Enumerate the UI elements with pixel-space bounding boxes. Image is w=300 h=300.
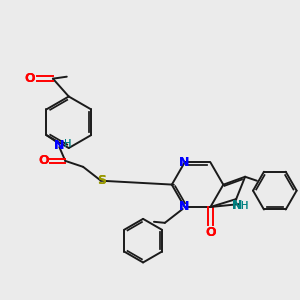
Text: S: S [98, 174, 106, 187]
Text: N: N [54, 139, 64, 152]
Text: H: H [242, 201, 249, 211]
Text: N: N [178, 156, 189, 169]
Text: N: N [54, 139, 64, 152]
Text: N: N [232, 199, 242, 212]
Text: O: O [38, 154, 49, 167]
Text: N: N [178, 200, 189, 214]
Text: N: N [178, 156, 189, 169]
Text: N: N [178, 200, 189, 214]
Text: O: O [25, 72, 35, 85]
Text: S: S [98, 174, 106, 187]
Text: O: O [205, 226, 216, 239]
Text: O: O [25, 72, 35, 85]
Text: H: H [64, 139, 71, 149]
Text: N: N [232, 199, 242, 212]
Text: H: H [242, 201, 249, 211]
Text: O: O [205, 226, 216, 239]
Text: O: O [38, 154, 49, 167]
Text: H: H [64, 139, 71, 149]
